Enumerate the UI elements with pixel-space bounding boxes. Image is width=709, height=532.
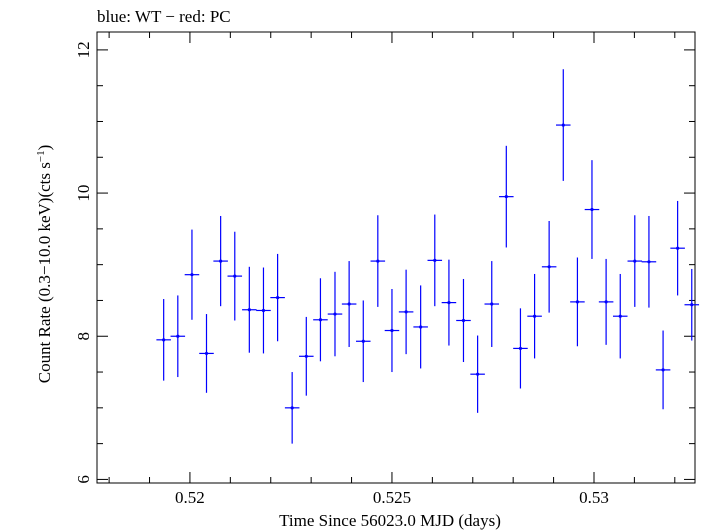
data-marker: [461, 318, 466, 323]
data-point: [341, 261, 357, 347]
data-point: [470, 335, 485, 413]
data-point: [156, 299, 171, 381]
data-marker: [204, 351, 209, 356]
data-marker: [290, 406, 294, 410]
data-point: [327, 271, 343, 357]
y-axis-tick-labels: 6 8 10 12: [74, 41, 93, 483]
data-point: [641, 215, 657, 308]
data-marker: [376, 259, 380, 263]
data-marker: [504, 195, 508, 199]
x-tick-label: 0.53: [579, 488, 609, 507]
data-marker: [247, 308, 251, 312]
data-marker: [304, 354, 308, 358]
data-point: [370, 215, 386, 307]
data-point: [256, 267, 271, 354]
data-point: [612, 273, 628, 359]
data-point: [441, 259, 457, 346]
data-point: [456, 278, 471, 363]
data-point: [556, 69, 571, 181]
data-marker: [575, 300, 580, 304]
data-marker: [604, 300, 608, 304]
data-series-blue: [156, 69, 700, 444]
data-point: [398, 269, 414, 355]
y-tick-label: 12: [74, 41, 93, 58]
data-marker: [233, 274, 237, 278]
data-marker: [590, 207, 594, 212]
data-marker: [190, 273, 194, 277]
data-point: [170, 295, 186, 378]
y-tick-label: 6: [74, 475, 93, 484]
data-marker: [647, 260, 651, 264]
y-axis-label-main: Count Rate (0.3−10.0 keV)(cts s: [35, 162, 54, 383]
data-marker: [276, 295, 280, 300]
x-tick-label: 0.52: [175, 488, 205, 507]
data-point: [413, 285, 428, 369]
data-point: [270, 253, 285, 342]
y-axis-label: Count Rate (0.3−10.0 keV)(cts s−1): [35, 145, 54, 384]
data-point: [655, 330, 671, 410]
data-marker: [333, 312, 337, 316]
data-point: [513, 308, 528, 389]
y-axis-label-superscript: −1: [35, 150, 47, 162]
data-marker: [676, 246, 680, 250]
data-point: [199, 314, 214, 393]
data-marker: [532, 314, 537, 318]
data-marker: [618, 314, 622, 318]
data-point: [184, 229, 200, 320]
data-marker: [419, 325, 423, 329]
y-axis-label-close: ): [35, 145, 54, 151]
data-marker: [162, 338, 166, 342]
data-point: [584, 160, 600, 259]
data-marker: [476, 372, 480, 376]
data-point: [541, 220, 557, 313]
data-point: [355, 300, 371, 383]
x-axis-tick-labels: 0.52 0.525 0.53: [175, 488, 609, 507]
data-marker: [390, 328, 394, 333]
chart-title: blue: WT − red: PC: [97, 7, 231, 26]
data-marker: [447, 301, 451, 305]
data-marker: [518, 346, 523, 351]
data-marker: [361, 339, 365, 343]
data-point: [670, 200, 685, 296]
y-tick-label: 8: [74, 332, 93, 341]
data-marker: [261, 308, 266, 313]
data-marker: [490, 302, 494, 306]
data-point: [284, 372, 300, 444]
y-tick-label: 10: [74, 185, 93, 202]
data-point: [627, 215, 643, 307]
x-axis-label: Time Since 56023.0 MJD (days): [279, 511, 501, 530]
data-marker: [690, 303, 694, 307]
data-marker: [176, 334, 180, 338]
data-marker: [633, 259, 637, 263]
data-point: [427, 214, 443, 307]
plot-frame: [96, 31, 696, 484]
data-marker: [347, 302, 351, 306]
data-marker: [433, 258, 437, 262]
data-point: [527, 273, 542, 359]
data-point: [242, 266, 257, 353]
data-point: [384, 288, 400, 373]
data-point: [598, 258, 614, 345]
data-point: [227, 231, 243, 321]
y-axis-ticks: [97, 49, 695, 480]
data-marker: [219, 259, 223, 263]
data-point: [570, 257, 585, 347]
data-point: [299, 316, 314, 396]
data-marker: [547, 265, 551, 269]
data-point: [499, 145, 514, 248]
data-point: [213, 215, 228, 307]
data-point: [484, 261, 500, 347]
data-marker: [318, 318, 323, 322]
data-point: [684, 268, 700, 341]
data-marker: [661, 368, 665, 372]
data-point: [313, 278, 328, 362]
data-marker: [404, 310, 408, 314]
data-marker: [561, 123, 565, 127]
x-tick-label: 0.525: [373, 488, 411, 507]
x-axis-ticks: [108, 32, 676, 483]
